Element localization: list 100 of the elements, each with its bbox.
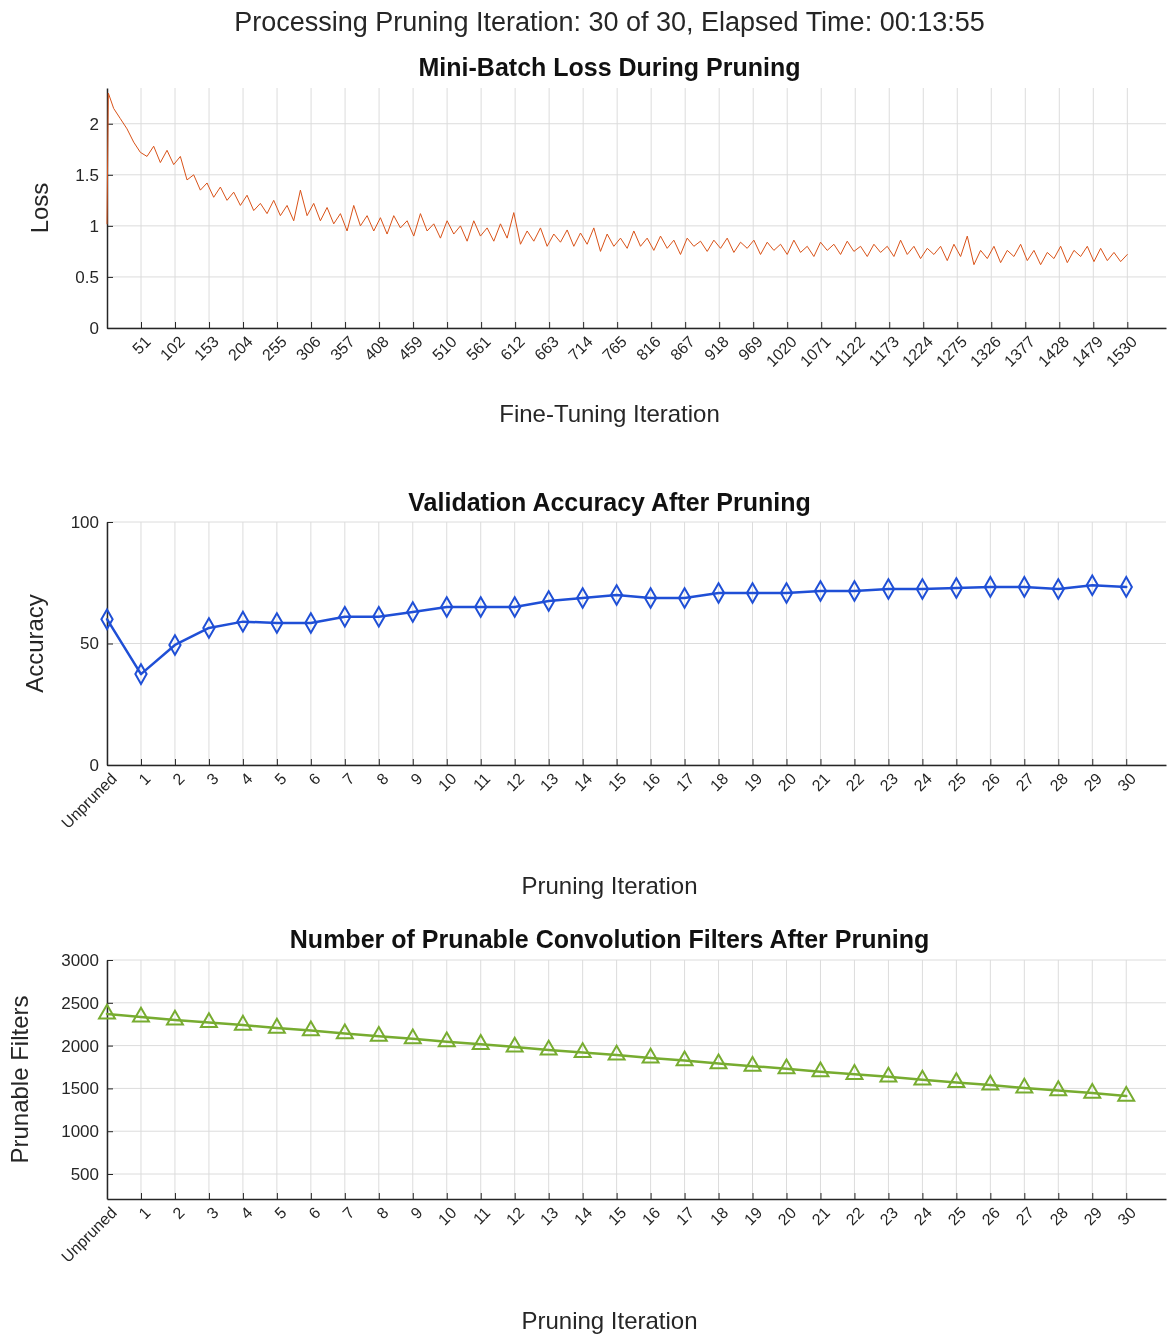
point: [403, 1028, 422, 1045]
x-tick-label: 23: [876, 1203, 902, 1229]
x-tick-label: 23: [876, 769, 902, 795]
point: [471, 1034, 490, 1050]
point: [607, 1044, 626, 1061]
x-tick-label: 11: [469, 1203, 494, 1228]
x-tick-label: 918: [701, 332, 733, 364]
y-tick-label: 1: [89, 216, 99, 236]
point: [233, 1014, 252, 1031]
x-tick-label: 18: [706, 1203, 732, 1229]
y-tick-label: 1500: [61, 1079, 99, 1099]
point: [879, 1066, 898, 1083]
point: [98, 1003, 116, 1020]
y-axis-title: Prunable Filters: [6, 995, 33, 1164]
x-tick-label: 30: [1114, 1203, 1140, 1229]
y-tick-label: 0: [89, 755, 99, 775]
x-tick-label: 26: [978, 769, 1004, 795]
y-tick-label: 2500: [61, 993, 99, 1013]
point: [1049, 1080, 1068, 1097]
x-tick-label: 11: [469, 769, 494, 794]
y-tick-label: 0: [89, 318, 99, 338]
x-tick-label: 14: [570, 769, 596, 795]
point: [1015, 1077, 1034, 1094]
y-axis-title: Accuracy: [21, 594, 48, 693]
x-tick-label: 10: [434, 769, 460, 795]
x-tick-label: 3: [203, 769, 222, 789]
x-tick-label: 408: [360, 332, 392, 364]
x-tick-label: 25: [944, 1203, 970, 1229]
point: [1117, 1085, 1136, 1102]
x-tick-label: 13: [536, 1203, 562, 1229]
x-tick-label: 102: [156, 332, 188, 364]
x-tick-label: 5: [271, 769, 290, 789]
point: [165, 1009, 184, 1026]
y-tick-label: 2000: [61, 1036, 99, 1056]
x-tick-label: 18: [706, 769, 732, 795]
y-tick-label: 0.5: [75, 267, 99, 287]
x-axis-title: Pruning Iteration: [521, 1307, 698, 1334]
point: [267, 1017, 286, 1034]
x-tick-label: 24: [910, 1203, 936, 1229]
y-tick-label: 50: [80, 634, 99, 654]
x-tick-label: 9: [407, 769, 426, 789]
y-axis-title: Loss: [26, 182, 53, 234]
x-tick-label: 21: [808, 1203, 834, 1229]
x-tick-label: 357: [326, 332, 358, 364]
chart-title: Processing Pruning Iteration: 30 of 30, Elapsed Time: 00:13:55: [234, 7, 985, 37]
x-tick-label: 816: [633, 332, 665, 364]
y-tick-label: 3000: [61, 950, 99, 970]
chart-title: Validation Accuracy After Pruning: [408, 488, 811, 516]
x-tick-label: 459: [395, 332, 426, 364]
y-tick-label: 1000: [61, 1122, 99, 1142]
x-tick-label: 14: [570, 1203, 596, 1229]
x-tick-label: 306: [292, 332, 324, 364]
x-tick-label: 6: [305, 1203, 324, 1223]
y-tick-label: 2: [89, 114, 99, 134]
x-tick-label: 153: [190, 332, 222, 364]
x-tick-label: 17: [672, 1203, 698, 1229]
point: [811, 1061, 830, 1078]
x-tick-label: 663: [531, 332, 563, 364]
x-tick-label: 29: [1080, 769, 1106, 795]
x-tick-label: 16: [638, 769, 664, 795]
x-tick-label: 26: [978, 1203, 1004, 1229]
x-tick-label: 12: [502, 769, 528, 795]
x-tick-label: 2: [169, 1203, 188, 1223]
x-tick-label: 561: [463, 332, 494, 364]
point: [301, 1020, 320, 1037]
x-tick-label: 2: [169, 769, 188, 789]
x-tick-label: 27: [1012, 769, 1038, 795]
y-tick-label: 100: [70, 512, 99, 532]
x-tick-label: 16: [638, 1203, 664, 1229]
x-tick-label: 9: [407, 1203, 426, 1223]
point: [505, 1036, 524, 1053]
x-tick-label: 3: [203, 1203, 222, 1223]
x-tick-label: 13: [536, 769, 562, 795]
x-tick-label: 12: [502, 1203, 528, 1229]
x-tick-label: 1: [135, 1203, 154, 1223]
x-tick-label: 22: [842, 1203, 868, 1229]
x-tick-label: 7: [339, 769, 358, 789]
x-tick-label: 1: [135, 769, 154, 789]
x-tick-label: 765: [599, 332, 631, 364]
point: [369, 1025, 388, 1042]
x-tick-label: 28: [1046, 769, 1072, 795]
point: [743, 1055, 762, 1072]
x-tick-label: 4: [237, 1203, 256, 1223]
x-tick-label: 4: [237, 769, 256, 789]
point: [845, 1064, 864, 1080]
x-tick-label: 612: [497, 332, 528, 364]
point: [573, 1042, 592, 1059]
point: [641, 1047, 660, 1064]
x-tick-label: 510: [429, 332, 460, 364]
x-tick-label: 25: [944, 769, 970, 795]
point: [709, 1053, 728, 1070]
x-tick-label: 19: [740, 769, 766, 795]
x-tick-label: 20: [774, 1203, 800, 1229]
y-tick-label: 500: [70, 1164, 99, 1184]
point: [132, 1006, 150, 1023]
point: [777, 1058, 796, 1075]
y-tick-label: 1.5: [75, 165, 99, 185]
x-tick-label: 867: [667, 332, 699, 364]
x-tick-label: 15: [604, 1203, 630, 1229]
point: [947, 1072, 966, 1089]
